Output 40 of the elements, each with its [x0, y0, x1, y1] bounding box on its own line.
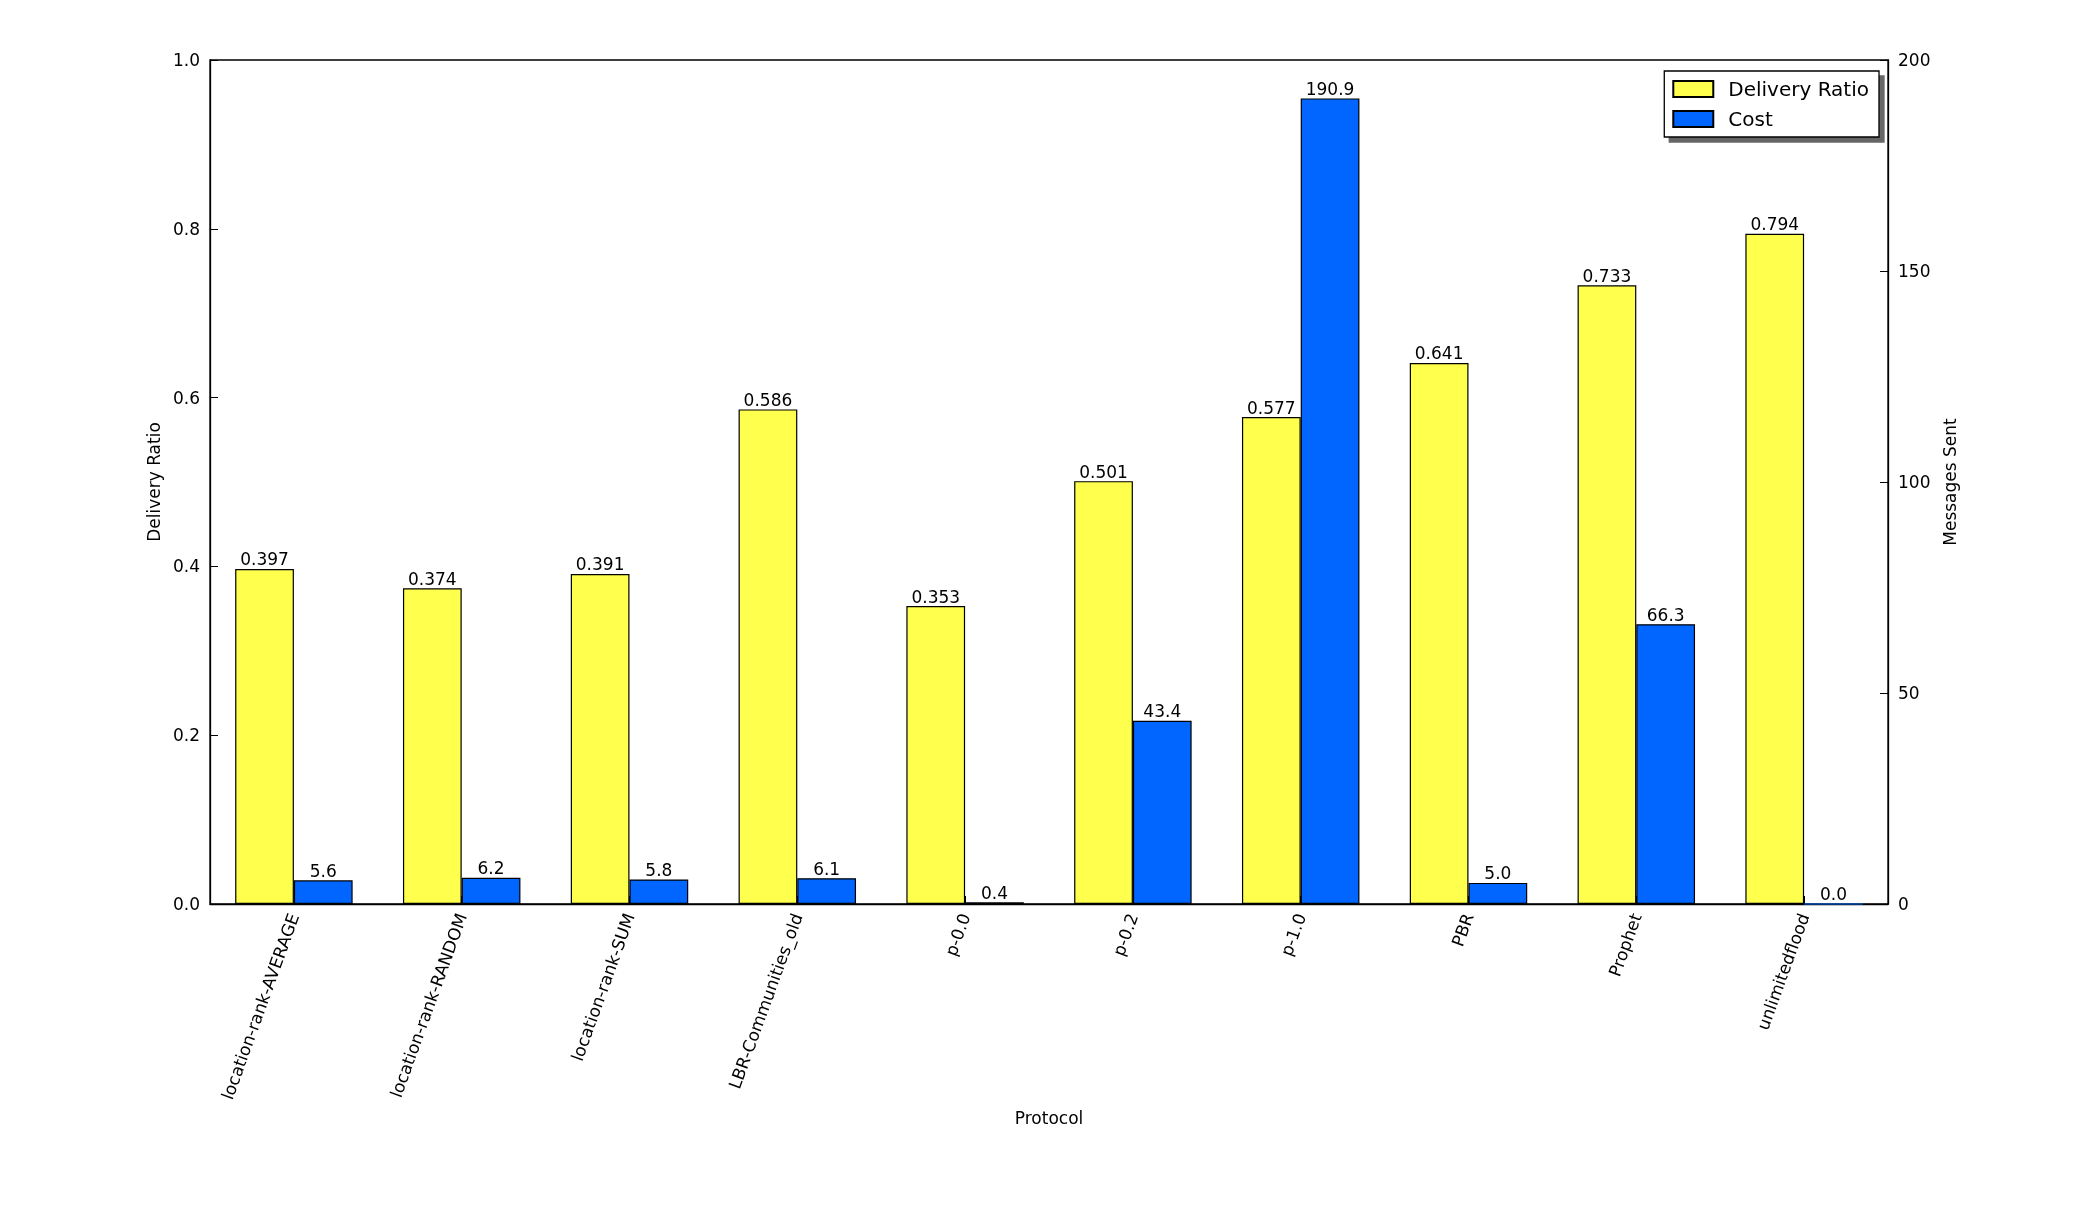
- y-tick-label: 0.0: [172, 894, 200, 914]
- y2-tick-label: 50: [1898, 683, 1920, 703]
- data-label: 0.733: [1582, 265, 1632, 286]
- data-label: 5.0: [1484, 863, 1512, 884]
- y-tick-label: 0.6: [172, 387, 200, 408]
- data-label: 43.4: [1143, 701, 1182, 722]
- data-label: 0.0: [1819, 883, 1847, 904]
- y2-tick-label: 0: [1898, 894, 1909, 914]
- data-label: 66.3: [1646, 604, 1685, 625]
- data-label: 0.577: [1247, 397, 1296, 418]
- legend-label: Cost: [1728, 107, 1773, 131]
- legend-label: Delivery Ratio: [1728, 77, 1870, 101]
- data-label: 5.8: [645, 860, 673, 881]
- data-label: 0.4: [980, 882, 1008, 903]
- data-label: 6.2: [477, 858, 505, 879]
- data-label: 0.501: [1079, 461, 1128, 482]
- data-label: 0.794: [1750, 214, 1800, 235]
- y2-tick-label: 100: [1898, 472, 1931, 492]
- data-label: 0.397: [240, 549, 289, 570]
- y-tick-label: 0.2: [172, 725, 200, 746]
- y-axis-title: Delivery Ratio: [143, 422, 164, 542]
- data-label: 0.353: [911, 586, 961, 607]
- x-axis-title: Protocol: [1014, 1107, 1084, 1128]
- y-tick-label: 1.0: [172, 50, 200, 70]
- y2-tick-label: 150: [1898, 261, 1931, 281]
- x-tick-label: p-0.0: [940, 910, 975, 959]
- x-tick-label: p-1.0: [1276, 910, 1311, 959]
- data-label: 5.6: [309, 860, 337, 881]
- data-label: 0.641: [1414, 343, 1464, 364]
- data-label: 0.374: [408, 568, 457, 589]
- data-label: 0.586: [743, 389, 793, 410]
- y-tick-label: 0.8: [172, 218, 200, 239]
- x-tick-label: p-0.2: [1108, 910, 1143, 959]
- x-tick-label: PBR: [1447, 910, 1478, 950]
- data-label: 190.9: [1305, 78, 1355, 99]
- y-tick-label: 0.4: [172, 556, 200, 577]
- y2-tick-label: 200: [1898, 50, 1931, 70]
- data-label: 0.391: [575, 554, 625, 575]
- data-label: 6.1: [813, 858, 841, 879]
- y2-axis-title: Messages Sent: [1939, 417, 1960, 546]
